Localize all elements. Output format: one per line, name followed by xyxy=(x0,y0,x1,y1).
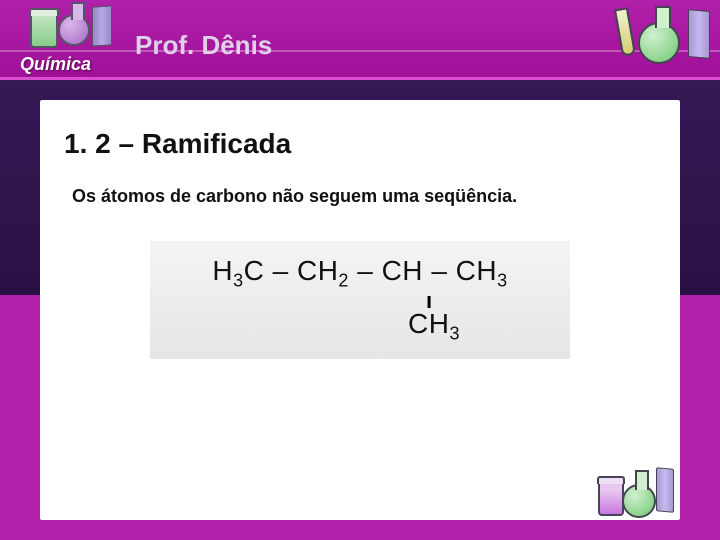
formula-group: CH2 xyxy=(297,255,349,286)
beaker-icon xyxy=(598,478,624,516)
formula-main-chain: H3C – CH2 – CH – CH3 xyxy=(160,255,560,292)
header-bar: Química Prof. Dênis xyxy=(0,0,720,80)
book-icon xyxy=(656,467,674,513)
round-flask-icon xyxy=(58,14,90,46)
formula-branch: CH3 xyxy=(160,308,560,350)
beaker-icon xyxy=(30,10,58,48)
round-flask-icon xyxy=(622,484,656,518)
formula-group: CH xyxy=(382,255,423,286)
chemical-formula: H3C – CH2 – CH – CH3 ı CH3 xyxy=(150,241,570,359)
bond-icon: – xyxy=(357,255,373,286)
round-flask-icon xyxy=(638,22,680,64)
book-icon xyxy=(92,5,112,46)
section-text: Os átomos de carbono não seguem uma seqü… xyxy=(64,186,656,207)
header-flask-icon-right xyxy=(610,0,710,70)
section-title: 1. 2 – Ramificada xyxy=(64,128,656,160)
bond-icon: – xyxy=(273,255,289,286)
test-tube-icon xyxy=(614,7,636,57)
bond-vertical-icon: ı xyxy=(160,294,560,308)
header-flask-icon-left xyxy=(30,0,120,55)
book-icon xyxy=(688,9,710,59)
professor-name: Prof. Dênis xyxy=(135,30,272,61)
formula-group: H3C xyxy=(212,255,264,286)
formula-group: CH3 xyxy=(456,255,508,286)
bond-icon: – xyxy=(431,255,447,286)
subject-label: Química xyxy=(20,54,91,75)
corner-flask-icon xyxy=(594,462,674,526)
slide-content: 1. 2 – Ramificada Os átomos de carbono n… xyxy=(40,100,680,520)
